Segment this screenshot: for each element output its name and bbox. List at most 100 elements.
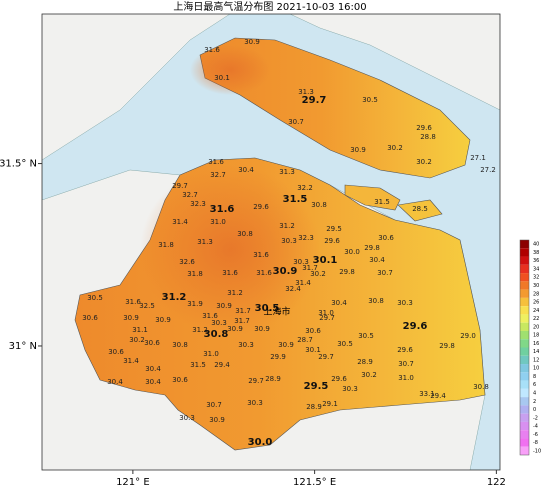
colorbar-cell xyxy=(520,421,529,431)
colorbar-cell xyxy=(520,289,529,298)
city-label: 上海市 xyxy=(263,306,290,318)
colorbar-label: 2 xyxy=(533,399,536,405)
station-value: 31.6 xyxy=(256,269,272,277)
station-value: 30.5 xyxy=(358,332,374,340)
district-value: 30.5 xyxy=(255,303,280,314)
colorbar-cell xyxy=(520,438,529,447)
station-value: 30.9 xyxy=(350,146,366,154)
station-value: 30.7 xyxy=(206,401,222,409)
station-value: 30.9 xyxy=(155,316,171,324)
colorbar-label: 26 xyxy=(533,300,539,306)
station-value: 31.6 xyxy=(208,158,224,166)
station-value: 30.9 xyxy=(244,38,260,46)
station-value: 31.6 xyxy=(125,298,141,306)
station-value: 28.9 xyxy=(306,403,322,411)
station-value: 27.2 xyxy=(480,166,496,174)
station-value: 30.3 xyxy=(247,399,263,407)
y-tick-label: 31.5° N xyxy=(0,159,37,170)
colorbar-label: -8 xyxy=(533,440,538,446)
station-value: 31.0 xyxy=(398,374,414,382)
colorbar-label: -2 xyxy=(533,415,538,421)
station-value: 30.7 xyxy=(288,118,304,126)
colorbar-cell xyxy=(520,256,529,265)
station-value: 30.9 xyxy=(123,314,139,322)
station-value: 30.2 xyxy=(416,158,432,166)
colorbar-cell xyxy=(520,347,529,356)
colorbar-label: 32 xyxy=(533,275,539,281)
station-value: 32.7 xyxy=(210,171,226,179)
station-value: 31.7 xyxy=(235,307,251,315)
colorbar-label: 30 xyxy=(533,283,539,289)
station-value: 30.3 xyxy=(179,414,195,422)
district-value: 30.0 xyxy=(248,437,273,448)
station-value: 30.5 xyxy=(87,294,103,302)
colorbar-label: 0 xyxy=(533,407,536,413)
station-value: 30.4 xyxy=(369,256,385,264)
station-value: 31.8 xyxy=(187,270,203,278)
station-value: 29.6 xyxy=(324,237,340,245)
colorbar-cell xyxy=(520,355,529,365)
station-value: 31.3 xyxy=(197,238,213,246)
station-value: 30.4 xyxy=(238,166,254,174)
colorbar: 4038363432302826242220181614121086420-2-… xyxy=(519,239,541,456)
district-value: 31.5 xyxy=(283,194,308,205)
station-value: 30.5 xyxy=(362,96,378,104)
station-value: 30.9 xyxy=(254,325,270,333)
colorbar-label: 40 xyxy=(533,242,539,248)
colorbar-cell xyxy=(520,380,529,389)
colorbar-cell xyxy=(520,388,529,398)
station-value: 30.8 xyxy=(311,201,327,209)
station-value: 32.6 xyxy=(179,258,195,266)
station-value: 29.0 xyxy=(460,332,476,340)
colorbar-cell xyxy=(520,281,529,290)
station-value: 30.9 xyxy=(227,325,243,333)
station-value: 32.4 xyxy=(285,285,301,293)
station-value: 30.2 xyxy=(310,270,326,278)
station-value: 30.4 xyxy=(145,365,161,373)
y-tick-label: 31° N xyxy=(9,341,37,352)
colorbar-cell xyxy=(520,297,529,307)
colorbar-frame xyxy=(519,239,530,456)
station-value: 29.6 xyxy=(331,375,347,383)
station-value: 31.7 xyxy=(302,264,318,272)
station-value: 29.7 xyxy=(319,314,335,322)
colorbar-label: 12 xyxy=(533,357,539,363)
station-value: 30.3 xyxy=(281,237,297,245)
station-value: 30.1 xyxy=(214,74,230,82)
station-value: 29.6 xyxy=(253,203,269,211)
station-value: 30.3 xyxy=(342,385,358,393)
colorbar-cell xyxy=(520,322,529,331)
station-value: 31.9 xyxy=(187,300,203,308)
station-value: 29.7 xyxy=(248,377,264,385)
hot-zone xyxy=(190,45,270,95)
colorbar-label: -4 xyxy=(533,424,538,430)
station-value: 30.6 xyxy=(172,376,188,384)
station-value: 31.4 xyxy=(172,218,188,226)
district-value: 30.1 xyxy=(313,255,338,266)
colorbar-cell xyxy=(520,314,529,323)
station-value: 31.4 xyxy=(295,279,311,287)
station-value: 29.6 xyxy=(397,346,413,354)
station-value: 31.4 xyxy=(123,357,139,365)
district-value: 31.6 xyxy=(210,204,235,215)
colorbar-cell xyxy=(520,306,529,315)
district-value: 30.8 xyxy=(204,329,229,340)
x-tick-label: 121° E xyxy=(116,477,150,488)
station-value: 30.6 xyxy=(144,339,160,347)
station-value: 31.8 xyxy=(158,241,174,249)
hengsha-island xyxy=(397,199,443,222)
station-value: 29.9 xyxy=(270,353,286,361)
north-bank xyxy=(289,14,500,111)
station-value: 30.4 xyxy=(145,378,161,386)
station-value: 30.9 xyxy=(216,302,232,310)
district-value: 29.6 xyxy=(403,321,428,332)
station-value: 30.9 xyxy=(278,341,294,349)
station-value: 32.3 xyxy=(298,234,314,242)
station-value: 27.1 xyxy=(470,154,486,162)
colorbar-label: 4 xyxy=(533,390,536,396)
station-value: 33.1 xyxy=(419,390,435,398)
colorbar-label: 24 xyxy=(533,308,539,314)
colorbar-cell xyxy=(520,364,529,373)
colorbar-cell xyxy=(520,240,529,249)
